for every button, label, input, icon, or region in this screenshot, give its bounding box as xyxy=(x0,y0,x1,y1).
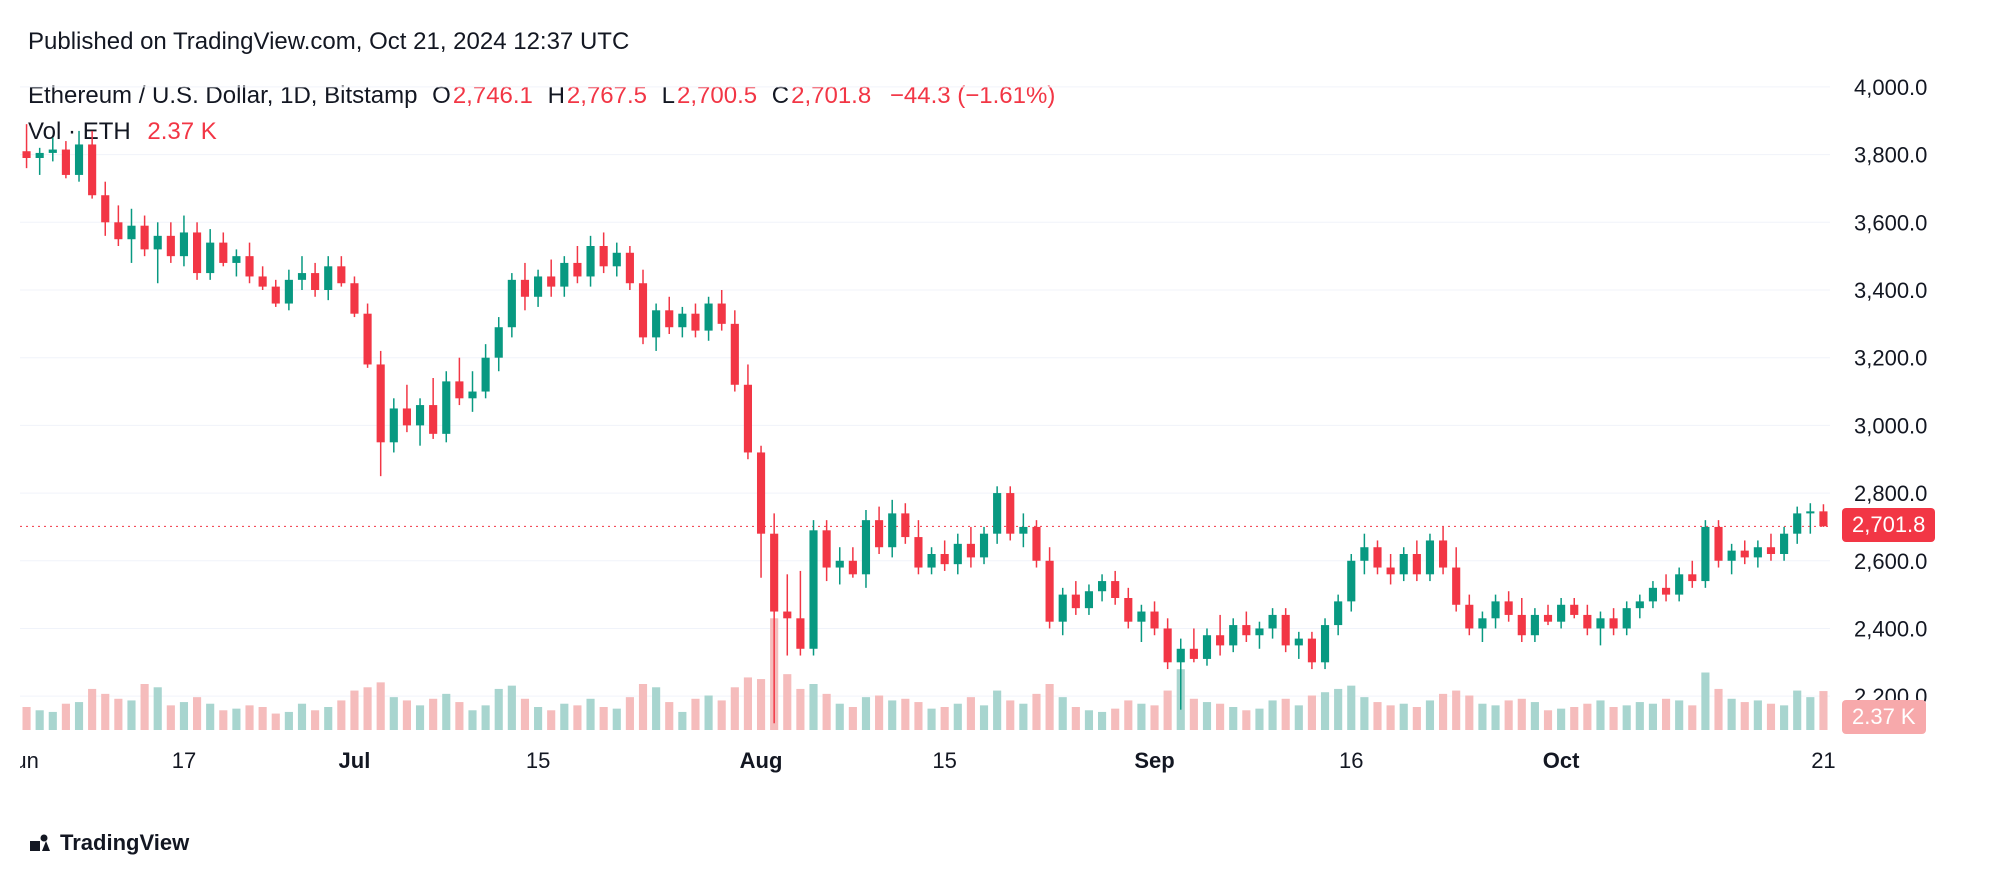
svg-text:Sep: Sep xyxy=(1134,748,1174,773)
svg-text:un: un xyxy=(20,748,39,773)
svg-text:3,200.0: 3,200.0 xyxy=(1854,346,1927,371)
published-prefix: Published on xyxy=(28,28,173,55)
tradingview-logo-icon xyxy=(28,831,52,855)
svg-text:2,600.0: 2,600.0 xyxy=(1854,549,1927,574)
volume-badge-value: 2.37 K xyxy=(1852,704,1916,729)
footer-brand-text: TradingView xyxy=(60,830,189,856)
svg-text:2,400.0: 2,400.0 xyxy=(1854,616,1927,641)
svg-text:15: 15 xyxy=(932,748,956,773)
svg-text:17: 17 xyxy=(172,748,196,773)
svg-text:15: 15 xyxy=(526,748,550,773)
svg-text:4,000.0: 4,000.0 xyxy=(1854,75,1927,100)
chart-svg: 4,000.0 3,800.0 3,600.0 3,400.0 3,200.0 3,000… xyxy=(20,70,1940,790)
svg-text:3,000.0: 3,000.0 xyxy=(1854,413,1927,438)
chart-area[interactable]: 4,000.0 3,800.0 3,600.0 3,400.0 3,200.0 3,000… xyxy=(20,70,1940,790)
svg-text:3,800.0: 3,800.0 xyxy=(1854,143,1927,168)
svg-text:Aug: Aug xyxy=(740,748,783,773)
chart-root: Published on TradingView.com, Oct 21, 20… xyxy=(0,0,1996,878)
svg-text:3,600.0: 3,600.0 xyxy=(1854,210,1927,235)
svg-text:Jul: Jul xyxy=(339,748,371,773)
price-badge-value: 2,701.8 xyxy=(1852,512,1925,537)
price-badge: 2,701.8 xyxy=(1842,508,1935,542)
published-line: Published on TradingView.com, Oct 21, 20… xyxy=(28,28,629,56)
published-site: TradingView.com xyxy=(173,28,356,55)
svg-text:Oct: Oct xyxy=(1543,748,1580,773)
svg-text:2,800.0: 2,800.0 xyxy=(1854,481,1927,506)
svg-text:3,400.0: 3,400.0 xyxy=(1854,278,1927,303)
volume-badge: 2.37 K xyxy=(1842,700,1926,734)
svg-text:16: 16 xyxy=(1339,748,1363,773)
footer-brand: TradingView xyxy=(28,830,189,856)
published-date: Oct 21, 2024 12:37 UTC xyxy=(369,28,629,55)
svg-text:21: 21 xyxy=(1811,748,1835,773)
